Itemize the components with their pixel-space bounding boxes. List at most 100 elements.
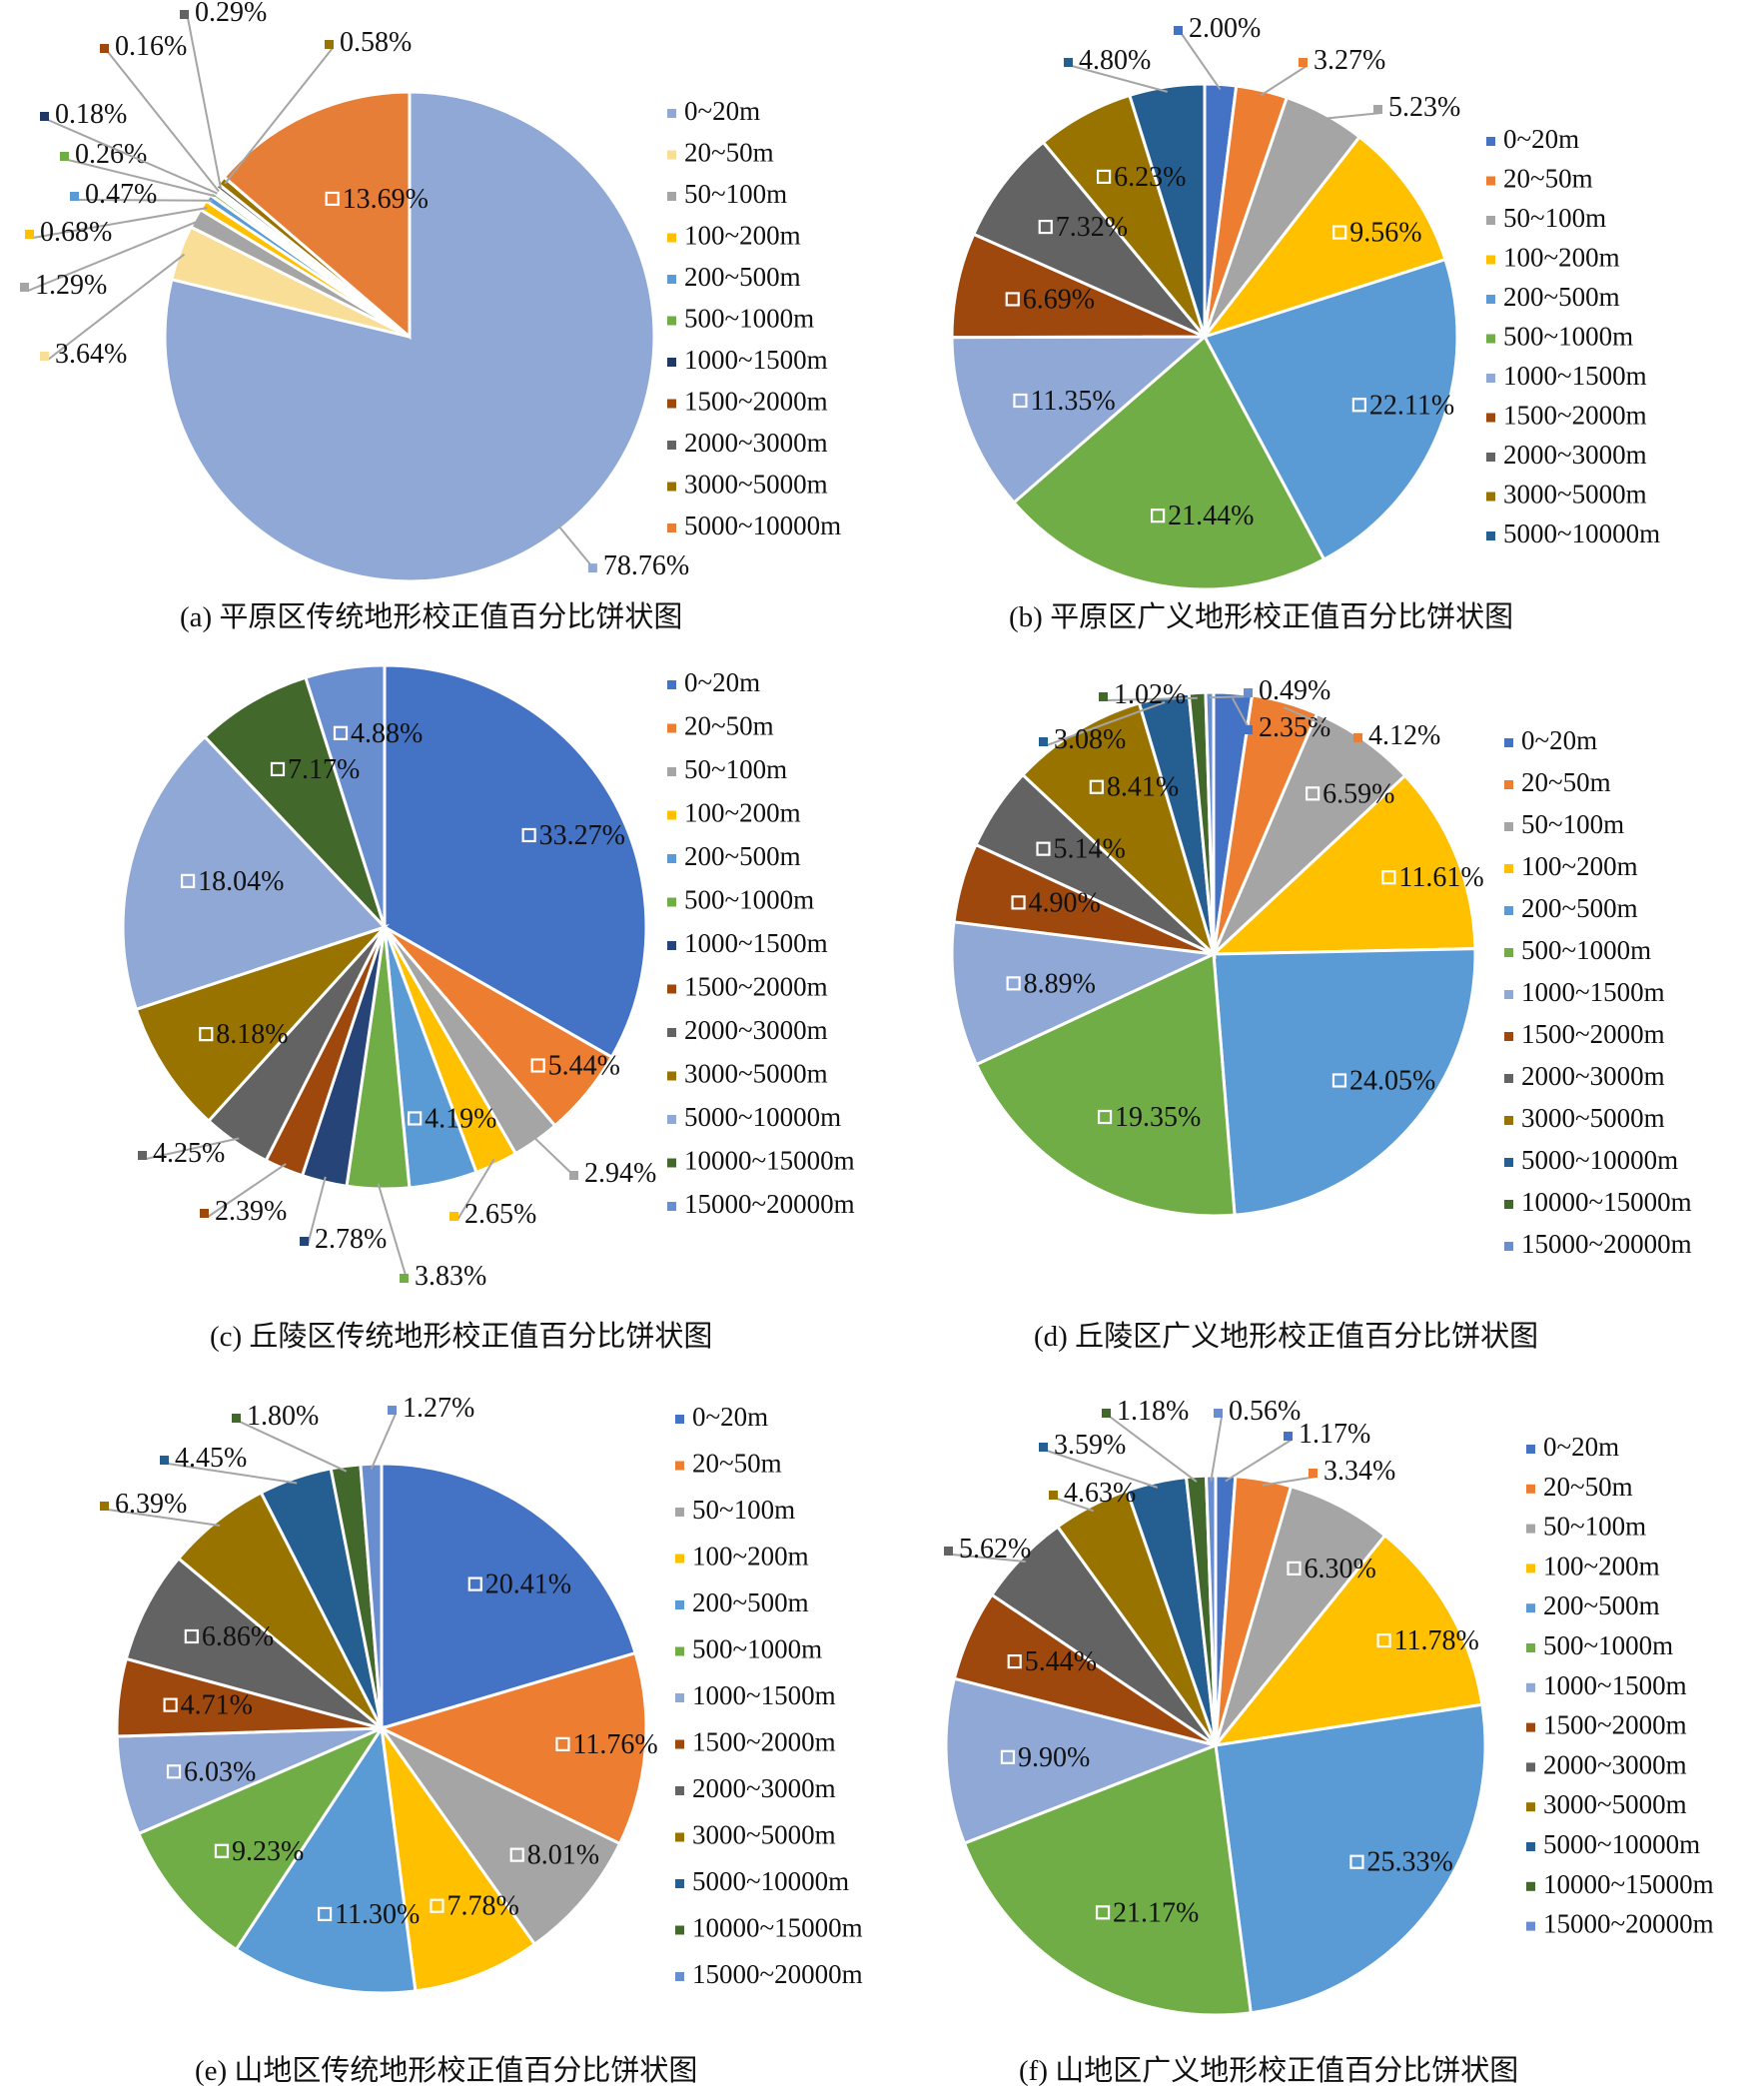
label-marker [555, 1736, 570, 1751]
data-label: 8.01% [527, 1840, 599, 1871]
data-label: 11.61% [1398, 862, 1483, 893]
legend-2: 0~20m 20~50m 50~100m 100~200m 200~500m 500~10… [667, 667, 855, 1219]
legend-swatch [667, 897, 676, 907]
pie-slice [359, 1462, 384, 1729]
data-label: 3.08% [1054, 724, 1126, 755]
label-marker [199, 1027, 214, 1042]
label-marker [430, 1898, 444, 1913]
legend-swatch [1504, 1158, 1513, 1167]
legend-swatch [1526, 1564, 1535, 1573]
label-marker [1174, 26, 1183, 35]
label-marker [1036, 841, 1051, 856]
legend-label: 15000~20000m [1543, 1909, 1714, 1939]
legend-label: 0~20m [684, 667, 760, 697]
pie-slice [950, 920, 1220, 1067]
label-marker [944, 1547, 953, 1556]
pie-slice [1200, 134, 1447, 340]
label-marker [160, 1456, 169, 1465]
label-marker [1381, 870, 1396, 885]
legend-3: 0~20m 20~50m 50~100m 100~200m 200~500m 500~10… [1504, 725, 1692, 1259]
data-label: 7.17% [288, 754, 360, 785]
legend-label: 20~50m [684, 138, 774, 168]
label-marker [530, 1058, 545, 1073]
leader-line [1071, 65, 1169, 93]
data-label: 6.59% [1323, 778, 1394, 809]
data-label: 3.59% [1054, 1430, 1126, 1461]
legend-swatch [675, 1832, 684, 1842]
chart-caption: (a) 平原区传统地形校正值百分比饼状图 [180, 600, 682, 633]
label-marker [270, 761, 286, 777]
label-marker [333, 725, 349, 740]
label-marker [1373, 105, 1382, 114]
legend-swatch [1486, 216, 1495, 225]
legend-label: 5000~10000m [692, 1866, 849, 1896]
data-label: 2.35% [1259, 712, 1330, 743]
data-label: 8.89% [1024, 968, 1096, 999]
data-label: 19.35% [1115, 1102, 1201, 1133]
leader-line [1056, 1498, 1095, 1513]
data-label: 9.56% [1349, 218, 1421, 249]
data-label: 21.17% [1113, 1897, 1199, 1928]
legend-label: 50~100m [1503, 203, 1606, 233]
label-marker [180, 10, 189, 19]
pie-chart-4: 20.41% 11.76% 8.01% 7.78% 11.30% 9.23% 6.03% 4.… [100, 1393, 658, 1995]
label-marker [1214, 1409, 1223, 1418]
pie-chart-5: 1.17% 3.34% 6.30% 11.78% 25.33% 21.17% 9.90% 5.… [944, 1396, 1487, 2017]
leader-line [167, 1463, 298, 1485]
label-marker [408, 1111, 423, 1126]
data-label: 24.05% [1349, 1065, 1435, 1096]
legend-swatch [675, 1925, 684, 1935]
legend-label: 100~200m [1543, 1551, 1660, 1580]
label-marker [184, 1628, 199, 1644]
label-marker [1006, 976, 1021, 991]
legend-swatch [1486, 334, 1495, 344]
leader-line [224, 47, 334, 185]
data-label: 5.44% [548, 1050, 620, 1081]
pie-slice [121, 734, 388, 1012]
legend-swatch [675, 1600, 684, 1609]
label-marker [325, 191, 340, 207]
legend-swatch [667, 1115, 676, 1124]
legend-4: 0~20m 20~50m 50~100m 100~200m 200~500m 500~10… [675, 1402, 863, 1989]
data-label: 5.14% [1054, 834, 1126, 865]
data-label: 6.39% [115, 1489, 187, 1520]
legend-swatch [1504, 1116, 1513, 1125]
legend-swatch [1486, 176, 1495, 186]
legend-swatch [1486, 137, 1495, 146]
pie-chart-0: 78.76% 3.64% 1.29% 0.68% 0.47% 0.26% 0.18% 0.16… [20, 0, 689, 583]
legend-swatch [667, 150, 676, 160]
legend-swatch [1504, 1200, 1513, 1209]
leader-line [1109, 1416, 1198, 1483]
legend-swatch [1486, 492, 1495, 502]
label-marker [388, 1406, 397, 1415]
label-marker [1097, 1109, 1113, 1125]
label-marker [1011, 895, 1026, 910]
leader-line [1262, 1476, 1318, 1487]
legend-label: 0~20m [1543, 1432, 1619, 1462]
legend-label: 20~50m [692, 1449, 782, 1479]
legend-swatch [1504, 1074, 1513, 1083]
data-label: 0.68% [40, 217, 112, 248]
pie-slice [971, 140, 1207, 339]
legend-swatch [675, 1693, 684, 1702]
legend-label: 100~200m [692, 1542, 809, 1571]
legend-label: 2000~3000m [684, 1015, 828, 1045]
pie-slice [1212, 1533, 1484, 1748]
data-label: 3.83% [415, 1261, 486, 1292]
label-marker [449, 1212, 458, 1221]
data-label: 1.17% [1299, 1419, 1370, 1450]
data-label: 0.18% [55, 99, 127, 130]
leader-line [1046, 701, 1166, 746]
chart-caption: (d) 丘陵区广义地形校正值百分比饼状图 [1034, 1320, 1538, 1353]
legend-swatch [1504, 906, 1513, 915]
chart-caption: (c) 丘陵区传统地形校正值百分比饼状图 [210, 1320, 712, 1353]
data-label: 2.00% [1189, 13, 1261, 44]
data-label: 9.90% [1018, 1742, 1090, 1773]
legend-label: 2000~3000m [684, 428, 828, 458]
label-marker [569, 1171, 578, 1180]
label-marker [1349, 1854, 1364, 1869]
data-label: 0.29% [195, 0, 267, 28]
legend-label: 2000~3000m [692, 1773, 836, 1803]
legend-label: 3000~5000m [1543, 1789, 1687, 1819]
data-label: 20.41% [485, 1570, 571, 1600]
